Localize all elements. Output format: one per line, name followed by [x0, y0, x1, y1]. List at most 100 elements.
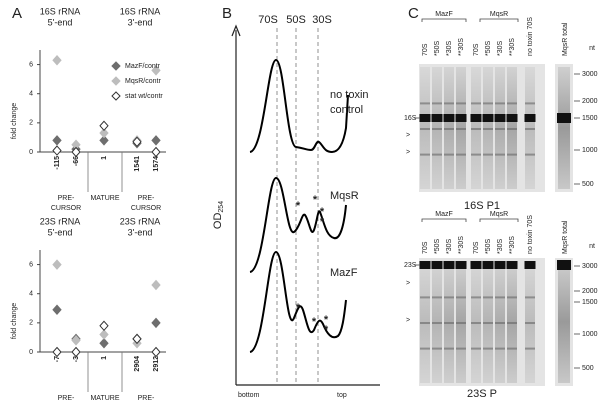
asterisk: * — [320, 206, 325, 218]
lane-label: MqsR total — [562, 220, 569, 254]
minor-band — [483, 347, 493, 350]
group-label: MazF — [435, 211, 453, 218]
profile-name: MqsR — [330, 190, 359, 202]
rrna-band — [482, 261, 494, 269]
y-axis-label-main: OD — [212, 213, 224, 230]
y-tick-label: 4 — [29, 91, 33, 98]
minor-band — [432, 347, 442, 350]
chart-header: 23S rRNA — [40, 216, 81, 226]
data-point — [99, 127, 109, 139]
rrna-band — [455, 261, 467, 269]
panel-label: A — [12, 5, 22, 22]
data-point — [151, 65, 161, 76]
data-point — [71, 346, 81, 358]
panel-label: B — [222, 5, 232, 22]
arrow: > — [406, 317, 410, 324]
group-label: MATURE — [90, 195, 119, 202]
lane-label: **30S — [458, 236, 465, 254]
asterisk: * — [296, 302, 301, 314]
rrna-band — [494, 114, 506, 122]
minor-band — [495, 102, 505, 105]
legend-label: MazF/contr — [125, 63, 161, 70]
data-point — [99, 329, 109, 340]
position-label: 1 — [101, 156, 108, 160]
data-point — [52, 145, 62, 156]
y-axis-label: fold change — [11, 103, 18, 139]
minor-band — [456, 153, 466, 156]
minor-band — [507, 296, 517, 299]
data-point — [99, 120, 109, 132]
x-start-label: bottom — [238, 392, 260, 399]
lane-label: *50S — [485, 238, 492, 254]
legend-marker — [111, 61, 121, 71]
position-label: 1541 — [134, 156, 141, 172]
peak-label: 50S — [286, 14, 306, 26]
asterisk: * — [313, 194, 318, 206]
profile-axes — [231, 24, 380, 386]
minor-band — [471, 296, 481, 299]
minor-band — [483, 322, 493, 324]
lane-label: **30S — [509, 236, 516, 254]
gel-caption: 23S P — [467, 388, 497, 400]
marker-label: 500 — [582, 181, 594, 188]
data-point — [99, 338, 109, 349]
marker-label: 1000 — [582, 147, 598, 154]
minor-band — [456, 102, 466, 105]
minor-band — [420, 322, 430, 324]
data-point — [52, 346, 62, 358]
arrow: > — [406, 280, 410, 287]
minor-band — [444, 296, 454, 299]
chart-header: 23S rRNA — [120, 216, 161, 226]
legend-label: stat wt/contr — [125, 93, 163, 100]
data-point — [52, 304, 62, 315]
lane — [558, 67, 570, 189]
position-label: -3 — [73, 356, 80, 362]
data-point — [132, 333, 142, 345]
data-point — [151, 317, 161, 329]
legend-label: MqsR/contr — [125, 78, 161, 85]
minor-band — [432, 153, 442, 156]
x-end-label: top — [337, 392, 347, 399]
minor-band — [432, 102, 442, 105]
band-label: 16S — [404, 115, 417, 122]
chart-header: 3'-end — [128, 17, 153, 27]
data-point — [52, 135, 62, 146]
gel-caption: 16S P1 — [464, 200, 500, 212]
legend-marker — [111, 76, 121, 86]
minor-band — [525, 102, 535, 105]
marker-label: 2000 — [582, 288, 598, 295]
minor-band — [432, 128, 442, 130]
position-label: 2904 — [134, 356, 141, 372]
marker-label: 2000 — [582, 98, 598, 105]
marker-label: 3000 — [582, 71, 598, 78]
rrna-band — [557, 113, 571, 123]
minor-band — [483, 102, 493, 105]
rrna-band — [431, 261, 443, 269]
profile-name: control — [330, 104, 363, 116]
position-label: 1 — [101, 356, 108, 360]
lane-label: *30S — [497, 40, 504, 56]
group-label: PRE- — [58, 395, 75, 402]
lane — [558, 261, 570, 383]
group-bracket — [421, 218, 467, 222]
marker-label: 3000 — [582, 263, 598, 270]
minor-band — [483, 296, 493, 299]
lane-label: *30S — [446, 238, 453, 254]
group-label: MATURE — [90, 395, 119, 402]
y-axis-label: fold change — [11, 303, 18, 339]
minor-band — [525, 322, 535, 324]
data-point — [71, 146, 81, 158]
minor-band — [471, 322, 481, 324]
y-tick-label: 0 — [29, 149, 33, 156]
asterisk: * — [324, 324, 329, 336]
minor-band — [471, 128, 481, 130]
data-point — [151, 135, 161, 146]
group-label: MqsR — [490, 211, 508, 218]
minor-band — [507, 322, 517, 324]
position-label: -7 — [54, 356, 61, 362]
minor-band — [420, 153, 430, 156]
chart-header: 16S rRNA — [120, 6, 161, 16]
position-label: 1574 — [153, 156, 160, 172]
arrow: > — [406, 132, 410, 139]
minor-band — [420, 128, 430, 130]
